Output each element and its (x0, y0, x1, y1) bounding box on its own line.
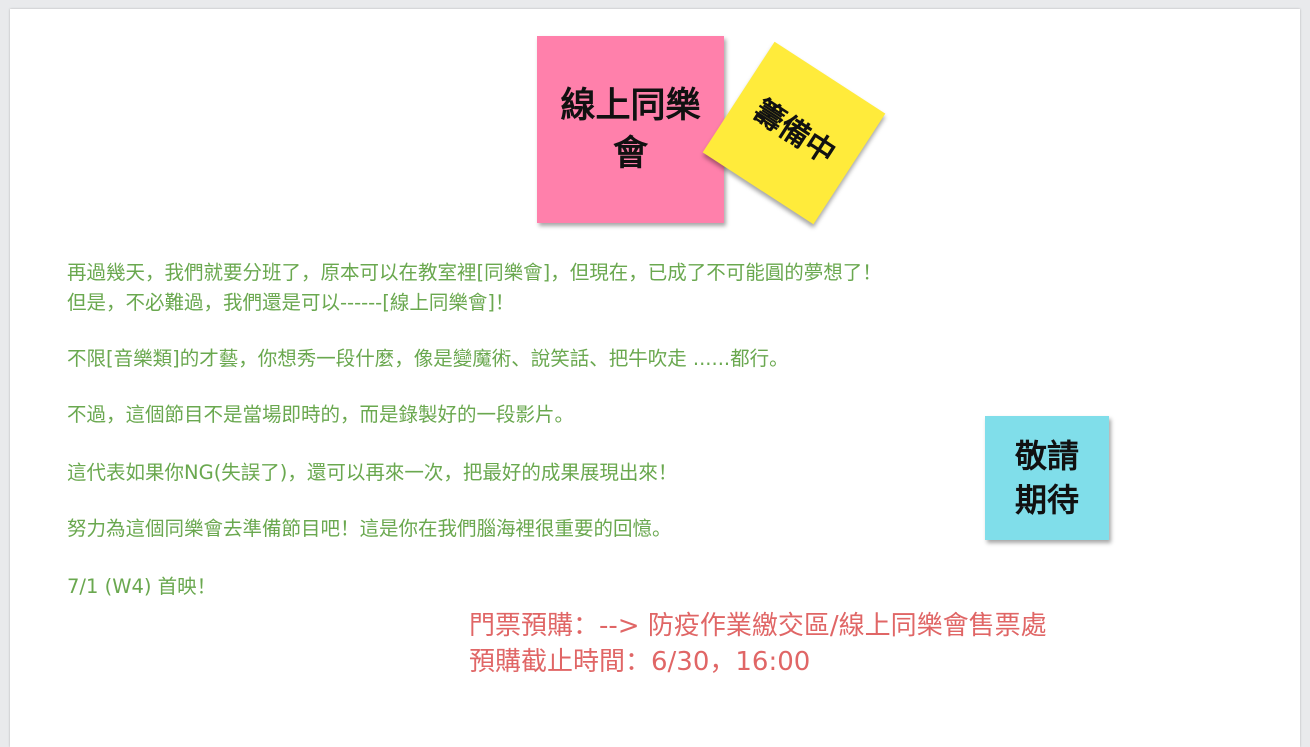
slide-canvas: 線上同樂會 籌備中 敬請期待 再過幾天，我們就要分班了，原本可以在教室裡[同樂會… (10, 9, 1300, 747)
body-text-line: 但是，不必難過，我們還是可以------[線上同樂會]！ (67, 291, 515, 314)
premiere-date: 7/1 (W4) 首映！ (67, 575, 217, 598)
sticky-note-title-text: 線上同樂會 (560, 85, 701, 174)
sticky-note-preparing-text: 籌備中 (747, 93, 842, 172)
body-text-line: 不過，這個節目不是當場即時的，而是錄製好的一段影片。 (67, 403, 575, 426)
body-text-line: 努力為這個同樂會去準備節目吧！這是你在我們腦海裡很重要的回憶。 (67, 517, 672, 540)
sticky-note-coming-soon: 敬請期待 (985, 416, 1109, 540)
ticket-info-line: 門票預購：--> 防疫作業繳交區/線上同樂會售票處 (469, 611, 1047, 641)
sticky-note-coming-soon-text: 敬請期待 (1014, 437, 1079, 519)
ticket-deadline-line: 預購截止時間：6/30，16:00 (469, 647, 811, 677)
body-text-line: 再過幾天，我們就要分班了，原本可以在教室裡[同樂會]，但現在，已成了不可能圓的夢… (67, 261, 882, 284)
sticky-note-title: 線上同樂會 (537, 36, 724, 223)
sticky-note-preparing: 籌備中 (702, 41, 886, 225)
body-text-line: 這代表如果你NG(失誤了)，還可以再來一次，把最好的成果展現出來！ (67, 461, 678, 484)
body-text-line: 不限[音樂類]的才藝，你想秀一段什麼，像是變魔術、說笑話、把牛吹走 ......… (67, 347, 789, 370)
